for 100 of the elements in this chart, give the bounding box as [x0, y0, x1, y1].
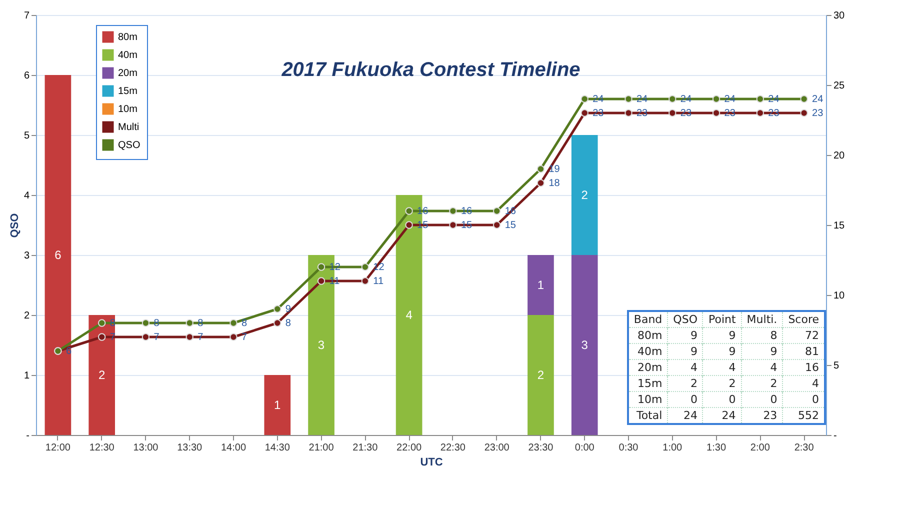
y2-tick-label: -: [834, 430, 837, 442]
text: Total 24 24 23 552: [636, 409, 819, 422]
data-label: 8: [242, 318, 248, 329]
y2-tick-label: 5: [834, 360, 840, 372]
point: [274, 319, 282, 327]
x-tick-label: 0:30: [618, 442, 639, 454]
data-label: 23: [592, 108, 604, 119]
point: [186, 319, 194, 327]
data-label: 24: [636, 94, 648, 105]
data-label: 6: [54, 248, 62, 262]
x-tick-label: 12:30: [89, 442, 115, 454]
data-label: 23: [680, 108, 692, 119]
point: [449, 207, 457, 215]
bar: [528, 315, 554, 435]
point: [98, 319, 106, 327]
data-label: 23: [768, 108, 780, 119]
point: [624, 109, 632, 117]
text: 2017 Fukuoka Contest Timeline: [280, 59, 580, 81]
data-label: 1: [537, 278, 544, 292]
data-label: 7: [110, 332, 116, 343]
x-tick-label: 1:00: [662, 442, 683, 454]
data-label: 2: [98, 368, 106, 382]
point: [317, 263, 326, 271]
y-tick-label: 5: [24, 130, 30, 142]
point: [668, 109, 676, 117]
y-tick-label: 7: [24, 10, 30, 22]
x-tick-label: 2:30: [794, 442, 814, 454]
point: [492, 207, 501, 215]
y-tick-label: 1: [24, 370, 30, 382]
point: [230, 333, 238, 341]
bar: [528, 255, 554, 315]
y-axis-title: QSO: [8, 212, 21, 238]
data-label: 3: [318, 338, 325, 352]
point: [800, 109, 808, 117]
legend-label: 15m: [118, 86, 138, 97]
data-label: 18: [548, 178, 560, 189]
y-tick-label: 3: [24, 250, 30, 262]
data-label: 8: [154, 318, 160, 329]
data-label: 24: [812, 94, 824, 105]
y-tick-label: 6: [24, 70, 30, 82]
point: [756, 95, 764, 103]
data-label: 16: [460, 206, 473, 217]
bar: [571, 135, 598, 255]
point: [274, 305, 282, 313]
point: [668, 95, 676, 103]
y2-tick-label: 20: [834, 150, 846, 162]
point: [98, 333, 106, 341]
data-label: 2: [581, 188, 588, 202]
x-tick-label: 22:30: [440, 442, 466, 454]
text: 15m 2 2 2 4: [637, 377, 819, 390]
y-tick-label: 2: [24, 310, 30, 322]
y2-tick-label: 15: [834, 220, 846, 232]
x-tick-label: 23:30: [528, 442, 554, 454]
point: [492, 221, 501, 229]
point: [624, 95, 632, 103]
bar: [571, 255, 598, 435]
text: 80m 9 9 8 72: [637, 329, 819, 342]
x-tick-label: 23:00: [484, 442, 510, 454]
point: [712, 95, 720, 103]
legend-label: Multi: [118, 122, 140, 133]
data-label: 7: [242, 332, 248, 343]
x-tick-label: 21:00: [308, 442, 334, 454]
data-label: 24: [768, 94, 780, 105]
point: [405, 221, 413, 229]
data-label: 2: [537, 368, 544, 382]
x-tick-label: 13:30: [177, 442, 203, 454]
point: [449, 221, 457, 229]
data-label: 15: [460, 220, 473, 231]
data-label: 4: [406, 308, 413, 322]
point: [361, 263, 370, 271]
data-label: 23: [724, 108, 736, 119]
x-tick-label: 0:00: [574, 442, 595, 454]
annotation: Band QSO Point Multi. Score: [632, 312, 820, 328]
data-label: 7: [154, 332, 160, 343]
point: [800, 95, 808, 103]
data-label: 24: [680, 94, 692, 105]
point: [186, 333, 194, 341]
data-label: 8: [285, 318, 292, 329]
x-axis-title: UTC: [420, 456, 443, 468]
point: [536, 179, 545, 187]
point: [405, 207, 413, 215]
point: [756, 109, 764, 117]
data-label: 11: [329, 276, 340, 287]
data-label: 3: [581, 338, 588, 352]
bar: [44, 75, 72, 435]
y-tick-label: -: [26, 430, 30, 442]
y2-tick-label: 30: [834, 10, 846, 22]
legend-label: 80m: [118, 32, 138, 43]
point: [142, 333, 150, 341]
point: [536, 165, 545, 173]
x-tick-label: 14:30: [264, 442, 290, 454]
text: 20m 4 4 4 16: [637, 361, 819, 374]
legend-label: 40m: [118, 50, 138, 61]
x-tick-label: 12:00: [45, 442, 71, 454]
x-tick-label: 1:30: [706, 442, 726, 454]
x-tick-label: 22:00: [396, 442, 422, 454]
y2-tick-label: 25: [834, 80, 846, 92]
data-label: 15: [417, 220, 429, 231]
legend-label: QSO: [118, 140, 140, 151]
point: [712, 109, 720, 117]
